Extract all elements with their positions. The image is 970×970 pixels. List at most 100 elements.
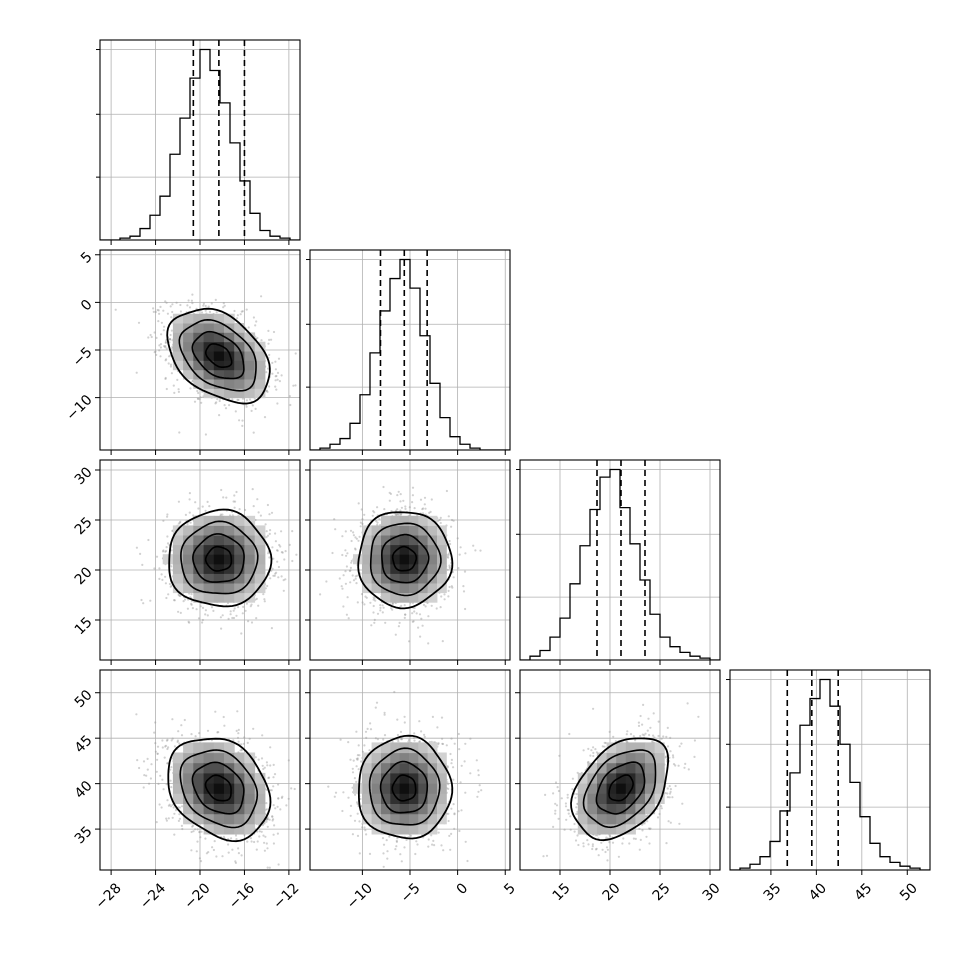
scatter-point	[448, 585, 451, 589]
scatter-point	[280, 551, 283, 554]
scatter-point	[394, 633, 397, 636]
scatter-point	[170, 549, 173, 552]
density-cell	[234, 351, 245, 361]
scatter-point	[201, 618, 204, 622]
scatter-point	[265, 389, 268, 392]
density-cell	[254, 360, 266, 371]
scatter-point	[212, 848, 215, 852]
density-cell	[244, 388, 256, 399]
scatter-point	[363, 513, 366, 516]
scatter-point	[159, 355, 162, 358]
scatter-point	[263, 598, 266, 601]
scatter-point	[241, 419, 244, 422]
scatter-point	[208, 310, 212, 313]
scatter-point	[114, 308, 117, 311]
scatter-point	[222, 306, 225, 309]
scatter-point	[397, 490, 400, 493]
scatter-point	[191, 607, 194, 610]
panel-frame	[99, 249, 301, 451]
scatter-point	[216, 398, 219, 401]
scatter-point	[450, 585, 453, 588]
density-cell	[203, 369, 215, 380]
density-cell	[244, 369, 256, 380]
scatter-point	[474, 549, 477, 552]
scatter-point	[268, 556, 271, 559]
scatter-point	[238, 508, 241, 511]
scatter-point	[229, 613, 232, 616]
scatter-panel-1-0: −10−505	[63, 249, 301, 455]
scatter-point	[187, 620, 190, 623]
scatter-point	[439, 606, 442, 609]
scatter-point	[282, 579, 285, 582]
scatter-point	[270, 511, 274, 514]
scatter-point	[166, 312, 169, 315]
scatter-point	[159, 343, 163, 346]
density-cell	[203, 351, 215, 361]
scatter-point	[204, 509, 207, 512]
scatter-point	[347, 617, 350, 620]
scatter-point	[220, 627, 223, 630]
scatter-point	[404, 505, 407, 508]
scatter-point	[245, 602, 248, 605]
scatter-point	[399, 509, 402, 512]
scatter-point	[198, 398, 201, 401]
scatter-point	[164, 377, 167, 380]
scatter-point	[168, 582, 171, 586]
scatter-point	[341, 587, 344, 590]
scatter-point	[197, 397, 200, 400]
density-cell	[244, 360, 256, 371]
scatter-point	[363, 603, 366, 606]
scatter-point	[235, 729, 238, 733]
density-cell	[213, 341, 225, 352]
density-cell	[183, 341, 194, 352]
scatter-point	[212, 609, 215, 613]
contour-line	[168, 508, 273, 608]
scatter-point	[233, 500, 237, 503]
scatter-point	[359, 525, 362, 528]
scatter-point	[450, 525, 453, 528]
scatter-point	[207, 305, 210, 308]
scatter-point	[214, 298, 217, 301]
scatter-point	[265, 536, 268, 539]
scatter-point	[265, 820, 268, 823]
scatter-point	[232, 616, 236, 620]
density-cell	[234, 369, 245, 380]
scatter-point	[370, 624, 373, 627]
scatter-point	[403, 616, 406, 620]
density-cell	[213, 369, 225, 380]
scatter-point	[372, 596, 375, 599]
scatter-point	[165, 301, 168, 304]
scatter-point	[158, 344, 161, 347]
scatter-point	[215, 401, 218, 404]
scatter-point	[214, 710, 217, 713]
density-cell	[213, 379, 225, 389]
scatter-point	[232, 500, 235, 503]
contour-line	[357, 511, 454, 610]
scatter-point	[276, 560, 279, 563]
scatter-point	[161, 578, 164, 582]
scatter-point	[430, 498, 433, 501]
scatter-point	[201, 606, 205, 610]
scatter-point	[383, 508, 386, 511]
density-cell	[224, 332, 235, 343]
scatter-point	[233, 309, 236, 313]
density-cell	[193, 360, 204, 371]
scatter-point	[170, 565, 173, 568]
scatter-point	[190, 593, 193, 596]
scatter-point	[341, 553, 344, 557]
scatter-point	[263, 849, 266, 852]
scatter-point	[240, 743, 243, 746]
scatter-point	[283, 558, 286, 561]
scatter-point	[237, 740, 240, 743]
scatter-point	[373, 618, 376, 622]
scatter-point	[272, 557, 275, 560]
scatter-point	[160, 573, 163, 576]
scatter-point	[430, 604, 433, 607]
scatter-point	[268, 338, 271, 341]
scatter-point	[457, 567, 460, 570]
scatter-point	[167, 593, 170, 596]
scatter-point	[269, 577, 272, 580]
scatter-point	[415, 612, 418, 615]
scatter-point	[190, 603, 193, 606]
scatter-point	[277, 576, 280, 579]
